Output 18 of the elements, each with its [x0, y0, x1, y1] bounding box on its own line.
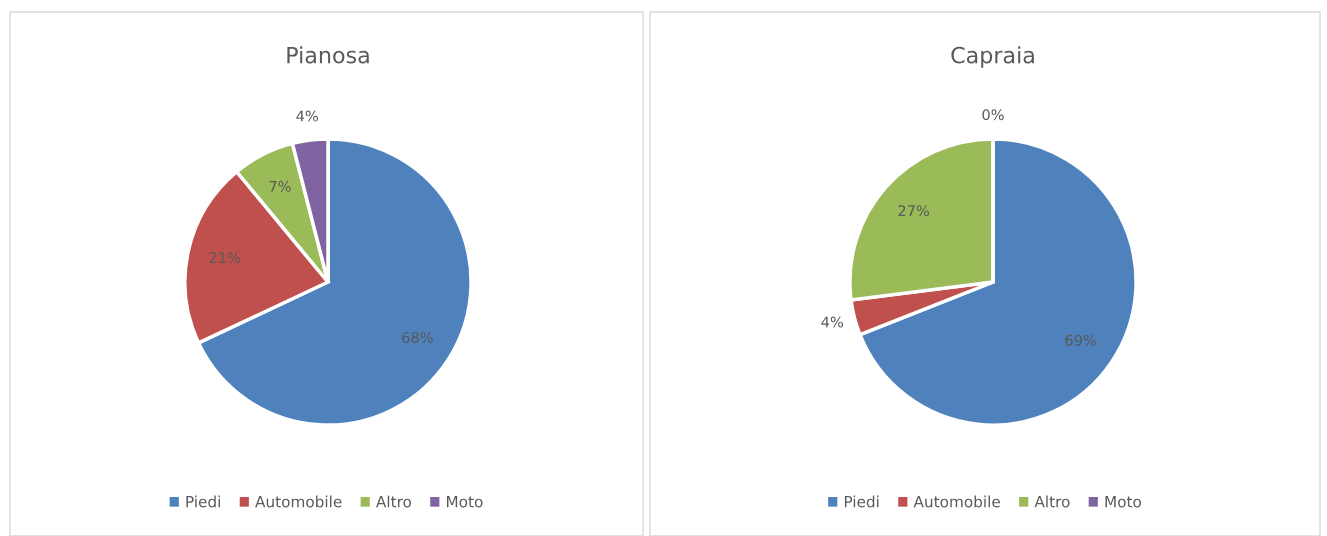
data-label: 4%: [296, 110, 318, 122]
legend-label: Automobile: [255, 495, 342, 508]
data-label: 4%: [821, 316, 844, 328]
legend-label: Piedi: [844, 495, 879, 508]
data-label: 21%: [209, 252, 241, 264]
legend-label: Automobile: [913, 495, 1000, 508]
legend-label: Altro: [376, 495, 412, 508]
legend-label: Altro: [1034, 495, 1070, 508]
data-label: 68%: [402, 331, 433, 343]
legend-label: Moto: [446, 496, 483, 508]
legend-label: Moto: [1105, 496, 1142, 508]
chart-title: Pianosa: [287, 46, 369, 64]
data-label: 69%: [1065, 334, 1096, 346]
text: 0%: [982, 109, 1004, 121]
data-label: 27%: [898, 205, 929, 217]
data-label: 7%: [269, 180, 291, 192]
legend-label: Piedi: [186, 495, 220, 508]
chart-title: Capraia: [951, 46, 1034, 68]
